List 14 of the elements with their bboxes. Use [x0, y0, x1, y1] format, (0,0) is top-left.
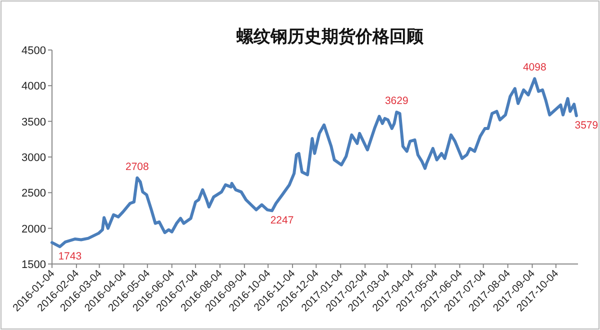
y-tick-label: 3500 — [22, 116, 46, 128]
y-tick-label: 2500 — [22, 188, 46, 200]
y-tick-label: 4000 — [22, 80, 46, 93]
annotation: 3629 — [384, 95, 408, 108]
annotation: 2247 — [270, 214, 294, 227]
annotation: 3579 — [574, 120, 598, 132]
y-tick-label: 2000 — [22, 223, 46, 236]
annotation: 1743 — [58, 250, 82, 263]
annotation: 2708 — [125, 160, 150, 173]
y-tick-label: 3000 — [22, 152, 46, 164]
chart-title: 螺纹钢历史期货价格回顾 — [236, 27, 424, 47]
annotation: 4098 — [522, 62, 546, 74]
y-tick-label: 4500 — [22, 45, 46, 57]
y-tick-label: 1500 — [22, 259, 46, 271]
